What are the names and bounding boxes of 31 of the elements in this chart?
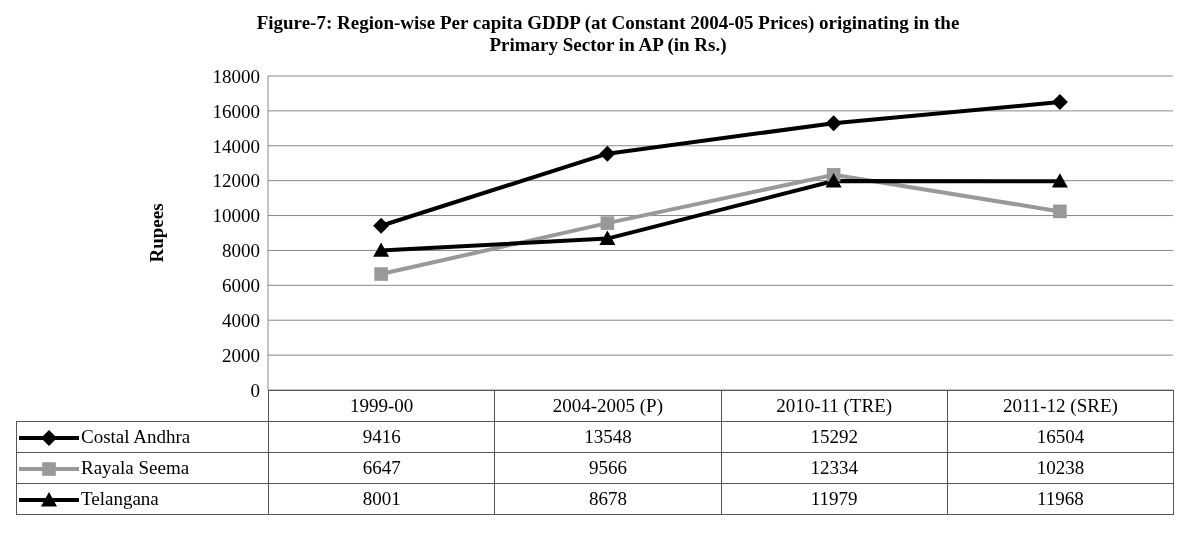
x-tick-label: 1999-00 xyxy=(268,390,495,422)
y-tick-label: 14000 xyxy=(212,135,260,157)
y-tick-label: 2000 xyxy=(222,344,260,366)
y-tick-label: 12000 xyxy=(212,170,260,192)
data-label: 16504 xyxy=(947,421,1174,453)
y-tick-label: 8000 xyxy=(222,240,260,262)
legend-label: Rayala Seema xyxy=(81,456,190,478)
data-label: 9566 xyxy=(494,452,721,484)
y-tick-label: 18000 xyxy=(212,65,260,87)
legend-label: Costal Andhra xyxy=(81,425,191,447)
data-label: 10238 xyxy=(947,452,1174,484)
y-axis-title: Rupees xyxy=(145,203,167,263)
data-label: 8001 xyxy=(268,483,495,515)
data-label: 9416 xyxy=(268,421,495,453)
data-label: 15292 xyxy=(721,421,948,453)
x-tick-label: 2011-12 (SRE) xyxy=(947,390,1174,422)
data-label: 11968 xyxy=(947,483,1174,515)
x-tick-label: 2004-2005 (P) xyxy=(494,390,721,422)
data-label: 6647 xyxy=(268,452,495,484)
data-label: 8678 xyxy=(494,483,721,515)
data-label: 11979 xyxy=(721,483,948,515)
y-tick-label: 6000 xyxy=(222,275,260,297)
y-tick-label: 0 xyxy=(250,379,260,401)
chart-title: Figure-7: Region-wise Per capita GDDP (at Constant 2004-05 Prices) originating in the Primary Sector in AP (in Rs.) xyxy=(255,11,961,57)
y-tick-label: 4000 xyxy=(222,309,260,331)
data-label: 12334 xyxy=(721,452,948,484)
y-tick-label: 16000 xyxy=(212,100,260,122)
y-tick-label: 10000 xyxy=(212,205,260,227)
legend-label: Telangana xyxy=(81,487,159,509)
data-label: 13548 xyxy=(494,421,721,453)
x-tick-label: 2010-11 (TRE) xyxy=(721,390,948,422)
